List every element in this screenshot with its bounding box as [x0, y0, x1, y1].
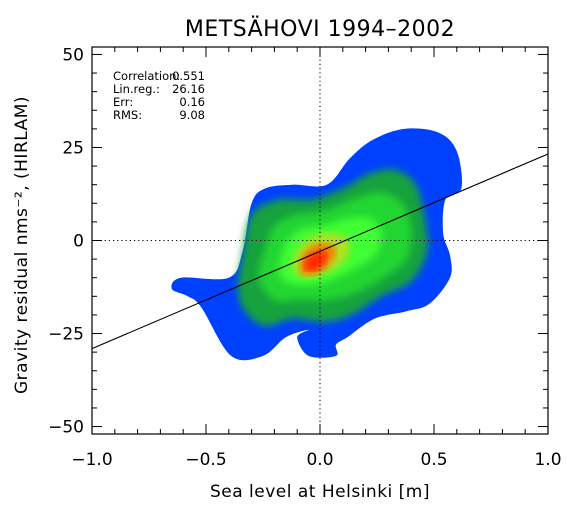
y-tick-label: −50 — [48, 418, 84, 438]
zero-reference-lines — [92, 47, 548, 434]
x-tick-label: −1.0 — [71, 450, 112, 470]
x-tick-label: 1.0 — [534, 450, 561, 470]
x-tick-label: 0.5 — [420, 450, 447, 470]
x-axis-label: Sea level at Helsinki [m] — [210, 482, 430, 502]
x-tick-label: 0.0 — [306, 450, 333, 470]
stat-value: 0.16 — [179, 95, 205, 109]
stat-value: 0.551 — [172, 69, 205, 83]
regression-line — [91, 153, 549, 350]
density-contours — [171, 128, 463, 361]
stat-label: Lin.reg.: — [113, 82, 160, 96]
y-tick-label: −25 — [48, 325, 84, 345]
density-level-6 — [303, 251, 328, 271]
y-axis-label: Gravity residual nms⁻², (HIRLAM) — [12, 96, 32, 394]
stat-label: Correlation: — [113, 69, 180, 83]
chart-title: METSÄHOVI 1994–2002 — [185, 16, 455, 42]
x-tick-label: −0.5 — [185, 450, 226, 470]
y-tick-label: 0 — [73, 232, 84, 252]
y-tick-label: 50 — [62, 45, 84, 65]
axis-ticks: −1.0 −0.5 0.0 0.5 1.0 −50 −25 0 25 50 — [48, 45, 561, 470]
stat-label: RMS: — [113, 108, 142, 122]
statistics-box: Correlation:0.551 Lin.reg.: 26.16 Err: 0.16 R… — [113, 69, 205, 122]
y-tick-label: 25 — [62, 138, 84, 158]
stat-value: 26.16 — [172, 82, 205, 96]
stat-value: 9.08 — [179, 108, 205, 122]
stat-label: Err: — [113, 95, 133, 109]
regression-line-group — [91, 153, 549, 350]
